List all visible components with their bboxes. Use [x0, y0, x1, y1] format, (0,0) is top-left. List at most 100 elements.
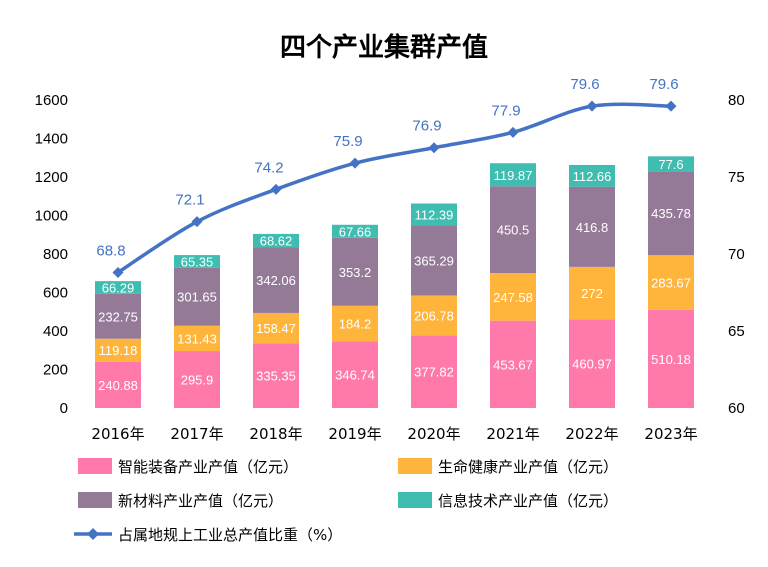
x-tick-label: 2019年: [328, 425, 381, 443]
bar-segment: [332, 305, 378, 342]
bar-segment-label: 346.74: [335, 368, 375, 383]
bar-segment: [411, 335, 457, 408]
bar-segment: [253, 247, 299, 313]
line-point-label: 79.6: [649, 76, 678, 93]
left-y-tick-label: 1200: [35, 169, 68, 186]
bars-layer: 240.88 119.18 232.75 66.29 295.9 131.43 301.65…: [95, 156, 694, 408]
legend-line-marker: [87, 528, 99, 540]
legend-swatch: [78, 458, 112, 474]
line-point-marker: [112, 266, 124, 278]
line-point-marker: [586, 100, 598, 112]
x-tick-label: 2017年: [170, 425, 223, 443]
x-tick-label: 2023年: [644, 425, 697, 443]
x-tick-label: 2020年: [407, 425, 460, 443]
x-tick-label: 2021年: [486, 425, 539, 443]
bar-segment: [648, 255, 694, 310]
bar-segment-label: 66.29: [102, 281, 135, 296]
bar-segment-label: 335.35: [256, 369, 296, 384]
bar-segment: [648, 156, 694, 172]
bar-segment-label: 206.78: [414, 308, 454, 323]
legend-swatch: [398, 492, 432, 508]
bar-segment-label: 460.97: [572, 357, 612, 372]
bar-segment-label: 353.2: [339, 265, 372, 280]
legend-label: 新材料产业产值（亿元）: [118, 492, 283, 510]
bar-segment-label: 119.18: [99, 343, 138, 358]
legend-label: 生命健康产业产值（亿元）: [438, 458, 618, 476]
right-y-tick-label: 75: [728, 169, 745, 186]
legend-label: 信息技术产业产值（亿元）: [438, 492, 618, 510]
bar-segment-label: 283.67: [651, 275, 691, 290]
bar-segment: [332, 237, 378, 306]
bar-segment: [174, 325, 220, 352]
left-y-tick-label: 400: [43, 323, 68, 340]
bar-segment-label: 510.18: [651, 352, 691, 367]
legend-label: 占属地规上工业总产值比重（%）: [118, 526, 342, 544]
bar-segment-label: 232.75: [98, 309, 138, 324]
bar-segment-label: 67.66: [339, 224, 372, 239]
bar-segment-label: 158.47: [256, 321, 296, 336]
bar-segment-label: 131.43: [177, 331, 217, 346]
bar-segment: [569, 319, 615, 408]
bar-segment-label: 184.2: [339, 317, 372, 332]
bar-segment: [174, 255, 220, 268]
bar-segment-label: 247.58: [493, 290, 533, 305]
bar-segment: [648, 171, 694, 256]
bar-segment-label: 377.82: [414, 365, 454, 380]
left-y-tick-label: 600: [43, 285, 68, 302]
bar-segment-label: 301.65: [177, 290, 217, 305]
left-y-tick-label: 1400: [35, 131, 68, 148]
bar-segment-label: 435.78: [651, 206, 691, 221]
line-point-label: 77.9: [491, 102, 520, 119]
left-y-tick-label: 200: [43, 362, 68, 379]
bar-segment: [490, 273, 536, 321]
left-y-tick-label: 1000: [35, 208, 68, 225]
left-y-axis: 0 200 400 600 800 1000 1200 1400 1600: [35, 92, 68, 417]
bar-segment-label: 112.39: [415, 207, 454, 222]
bar-segment-label: 450.5: [497, 223, 530, 238]
x-axis: 2016年 2017年 2018年 2019年 2020年 2021年 2022年 2023年: [91, 425, 697, 443]
line-series-path: [117, 102, 672, 274]
bar-segment: [490, 186, 536, 274]
x-tick-label: 2016年: [91, 425, 144, 443]
bar-segment: [411, 295, 457, 336]
bar-segment: [411, 225, 457, 296]
bar-segment: [569, 266, 615, 320]
line-point-label: 76.9: [412, 118, 441, 135]
bar-segment-label: 342.06: [256, 273, 296, 288]
bar-segment-label: 68.62: [260, 233, 293, 248]
line-point-marker: [507, 126, 519, 138]
line-point-marker: [191, 216, 203, 228]
bar-segment-label: 77.6: [658, 157, 683, 172]
right-y-tick-label: 70: [728, 246, 745, 263]
line-point-marker: [665, 100, 677, 112]
legend-label: 智能装备产业产值（亿元）: [118, 458, 298, 476]
right-y-axis: 60 65 70 75 80: [728, 92, 745, 417]
bar-segment-label: 112.66: [573, 169, 612, 184]
x-tick-label: 2022年: [565, 425, 618, 443]
line-layer: 68.8 72.1 74.2 75.9 76.9 77.9 79.6 79.6: [96, 76, 679, 278]
line-point-marker: [270, 183, 282, 195]
line-point-marker: [349, 157, 361, 169]
right-y-tick-label: 65: [728, 323, 745, 340]
line-point-label: 75.9: [333, 133, 362, 150]
line-point-label: 79.6: [570, 76, 599, 93]
legend: 智能装备产业产值（亿元） 生命健康产业产值（亿元） 新材料产业产值（亿元） 信息技术产…: [74, 458, 618, 544]
bar-segment: [253, 343, 299, 408]
line-point-label: 72.1: [175, 192, 204, 209]
legend-swatch: [398, 458, 432, 474]
left-y-tick-label: 800: [43, 246, 68, 263]
bar-segment-label: 272: [581, 286, 603, 301]
left-y-tick-label: 0: [60, 400, 68, 417]
line-point-label: 68.8: [96, 242, 125, 259]
left-y-tick-label: 1600: [35, 92, 68, 109]
bar-segment-label: 416.8: [576, 220, 609, 235]
bar-segment: [569, 186, 615, 267]
bar-segment: [253, 233, 299, 248]
bar-segment-label: 453.67: [493, 357, 533, 372]
bar-segment: [332, 224, 378, 238]
bar-segment-label: 65.35: [181, 254, 214, 269]
bar-segment: [569, 164, 615, 187]
bar-segment: [253, 312, 299, 344]
bar-segment: [648, 309, 694, 408]
